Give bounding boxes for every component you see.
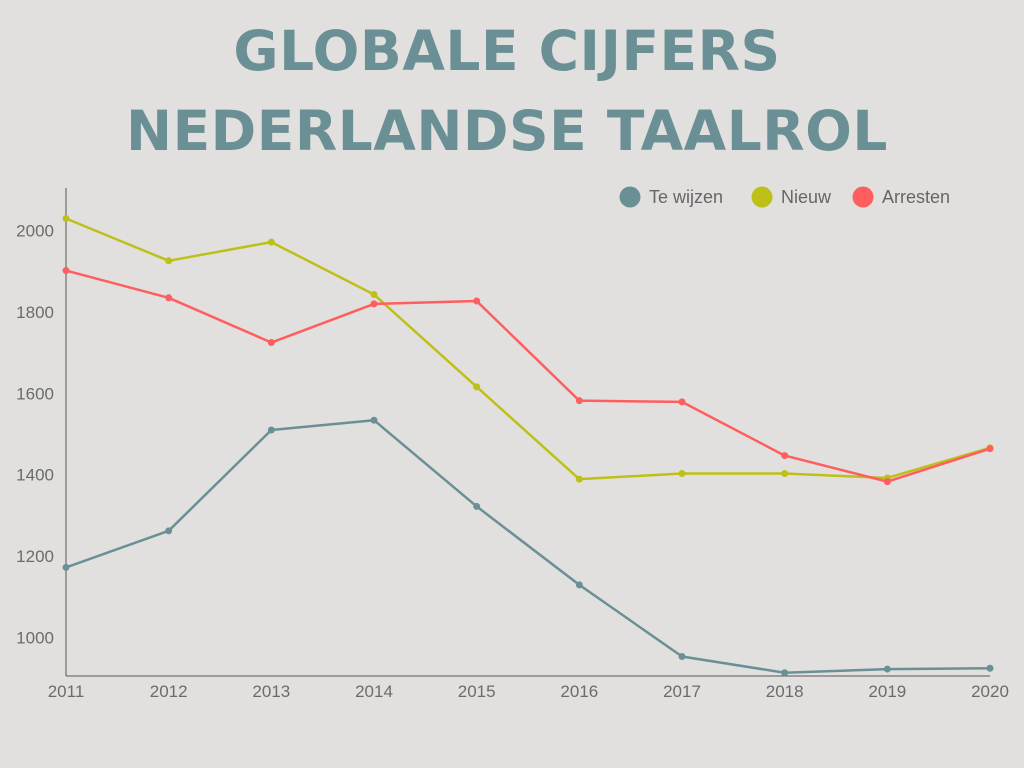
data-point-te-wijzen xyxy=(62,563,70,571)
data-point-nieuw xyxy=(473,383,481,391)
data-point-nieuw xyxy=(62,215,70,222)
series-line-nieuw xyxy=(65,217,991,481)
data-point-arresten xyxy=(781,452,789,460)
data-point-nieuw xyxy=(370,291,378,299)
y-tick-label: 1200 xyxy=(16,547,54,566)
x-tick-label: 2020 xyxy=(971,682,1009,701)
data-point-arresten xyxy=(678,398,686,406)
data-point-arresten xyxy=(62,267,70,275)
chart-title-line-2: NEDERLANDSE TAALROL xyxy=(126,99,888,163)
x-tick-label: 2011 xyxy=(48,682,85,701)
chart-series xyxy=(62,215,994,677)
data-point-arresten xyxy=(370,300,378,308)
y-tick-label: 1400 xyxy=(16,466,54,485)
legend-label: Arresten xyxy=(882,187,950,207)
legend-label: Nieuw xyxy=(781,187,832,207)
data-point-te-wijzen xyxy=(267,426,275,434)
x-tick-label: 2013 xyxy=(252,682,290,701)
data-point-te-wijzen xyxy=(986,664,994,672)
chart-legend: Te wijzen Nieuw Arresten xyxy=(619,186,950,208)
data-point-nieuw xyxy=(165,257,173,265)
legend-marker xyxy=(751,186,773,208)
series-nieuw xyxy=(62,215,994,483)
series-arresten xyxy=(62,267,994,486)
data-point-arresten xyxy=(165,294,173,302)
data-point-arresten xyxy=(883,478,891,486)
data-point-nieuw xyxy=(267,238,275,246)
data-point-te-wijzen xyxy=(473,502,481,510)
data-point-arresten xyxy=(267,339,275,347)
data-point-te-wijzen xyxy=(883,665,891,673)
data-point-te-wijzen xyxy=(678,652,686,660)
series-line-te-wijzen xyxy=(65,418,991,674)
data-point-nieuw xyxy=(678,469,686,477)
legend-marker xyxy=(852,186,874,208)
x-tick-label: 2015 xyxy=(458,682,496,701)
legend-marker xyxy=(619,186,641,208)
data-point-te-wijzen xyxy=(370,416,378,424)
data-point-te-wijzen xyxy=(165,527,173,535)
legend-item-arresten: Arresten xyxy=(852,186,950,208)
chart-title-line-1: GLOBALE CIJFERS xyxy=(233,19,781,83)
y-tick-label: 1600 xyxy=(16,384,54,403)
data-point-arresten xyxy=(575,397,583,405)
x-tick-label: 2017 xyxy=(663,682,701,701)
series-te-wijzen xyxy=(62,416,994,677)
y-tick-label: 2000 xyxy=(16,222,54,241)
x-tick-label: 2016 xyxy=(560,682,598,701)
y-tick-label: 1800 xyxy=(16,303,54,322)
data-point-te-wijzen xyxy=(781,669,789,677)
x-tick-label: 2018 xyxy=(766,682,804,701)
x-tick-label: 2014 xyxy=(355,682,393,701)
y-tick-label: 1000 xyxy=(16,628,54,647)
data-point-arresten xyxy=(473,297,481,305)
legend-item-te-wijzen: Te wijzen xyxy=(619,186,723,208)
x-axis-ticks: 2011 2012 2013 2014 2015 2016 2017 2018 2019 2020 xyxy=(48,682,1009,701)
x-tick-label: 2019 xyxy=(868,682,906,701)
legend-label: Te wijzen xyxy=(649,187,723,207)
x-tick-label: 2012 xyxy=(150,682,188,701)
data-point-te-wijzen xyxy=(575,581,583,589)
y-axis-ticks: 1000 1200 1400 1600 1800 2000 xyxy=(16,222,54,648)
series-line-arresten xyxy=(65,269,991,483)
data-point-arresten xyxy=(986,445,994,453)
data-point-nieuw xyxy=(575,475,583,483)
legend-item-nieuw: Nieuw xyxy=(751,186,832,208)
data-point-nieuw xyxy=(781,469,789,477)
